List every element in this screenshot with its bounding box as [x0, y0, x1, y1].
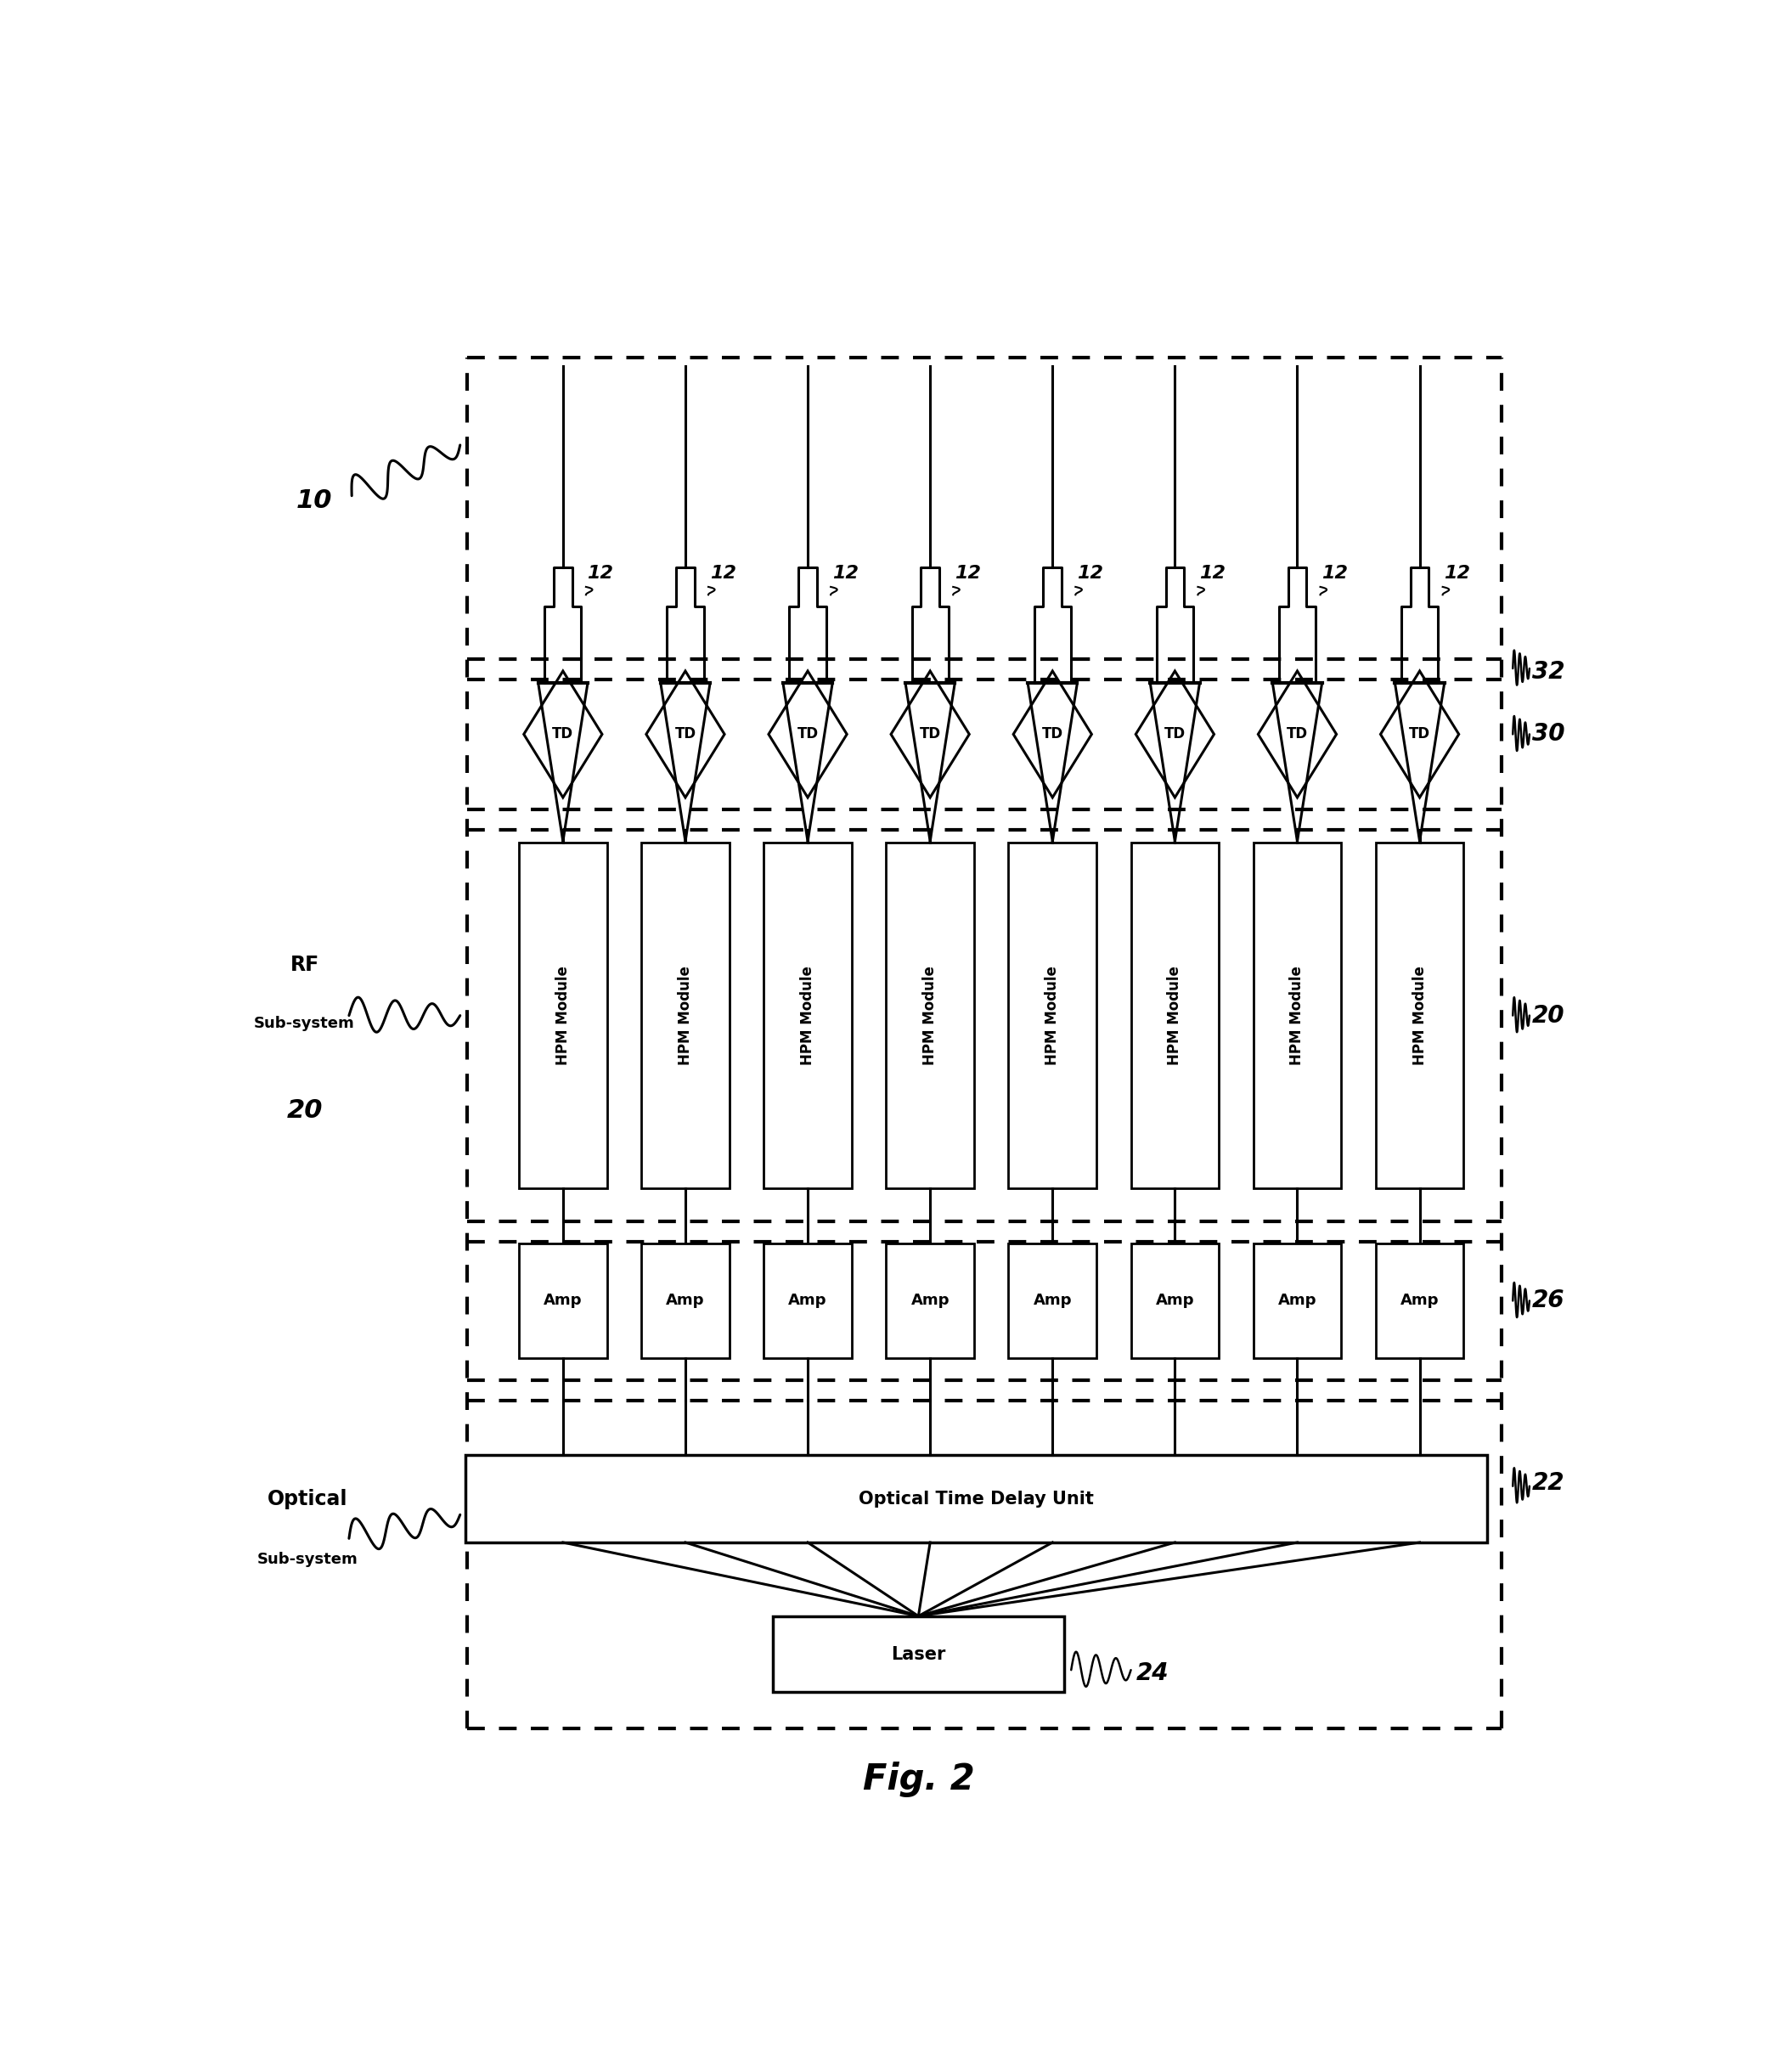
Text: 12: 12 — [710, 566, 737, 582]
Text: TD: TD — [1041, 726, 1063, 741]
Text: Amp: Amp — [543, 1292, 582, 1309]
Text: 12: 12 — [1199, 566, 1226, 582]
FancyBboxPatch shape — [1009, 842, 1097, 1190]
FancyBboxPatch shape — [763, 1243, 851, 1358]
Text: 26: 26 — [1532, 1288, 1564, 1313]
Text: HPM Module: HPM Module — [677, 965, 694, 1066]
Text: TD: TD — [1287, 726, 1308, 741]
Text: Amp: Amp — [788, 1292, 828, 1309]
Text: HPM Module: HPM Module — [923, 965, 937, 1066]
Text: TD: TD — [552, 726, 573, 741]
FancyBboxPatch shape — [1253, 842, 1342, 1190]
Text: 12: 12 — [1322, 566, 1348, 582]
Text: Sub-system: Sub-system — [256, 1552, 358, 1566]
FancyBboxPatch shape — [520, 1243, 607, 1358]
Text: HPM Module: HPM Module — [556, 965, 570, 1066]
Text: 22: 22 — [1532, 1471, 1564, 1494]
FancyBboxPatch shape — [1253, 1243, 1342, 1358]
FancyBboxPatch shape — [763, 842, 851, 1190]
FancyBboxPatch shape — [885, 1243, 975, 1358]
Text: Amp: Amp — [1156, 1292, 1193, 1309]
Text: Laser: Laser — [891, 1646, 946, 1663]
Text: HPM Module: HPM Module — [1412, 965, 1426, 1066]
FancyBboxPatch shape — [1131, 842, 1219, 1190]
FancyBboxPatch shape — [772, 1616, 1064, 1692]
FancyBboxPatch shape — [642, 1243, 729, 1358]
Text: TD: TD — [1165, 726, 1186, 741]
FancyBboxPatch shape — [1131, 1243, 1219, 1358]
Text: Amp: Amp — [1034, 1292, 1072, 1309]
FancyBboxPatch shape — [520, 842, 607, 1190]
Text: Amp: Amp — [1278, 1292, 1317, 1309]
Text: HPM Module: HPM Module — [799, 965, 815, 1066]
Text: TD: TD — [797, 726, 819, 741]
Text: 10: 10 — [296, 488, 332, 512]
Text: 24: 24 — [1136, 1661, 1168, 1686]
Text: Optical: Optical — [267, 1488, 348, 1509]
Text: 12: 12 — [588, 566, 613, 582]
FancyBboxPatch shape — [466, 1455, 1487, 1541]
Text: 12: 12 — [1077, 566, 1104, 582]
Text: TD: TD — [1409, 726, 1430, 741]
Text: Amp: Amp — [910, 1292, 950, 1309]
Text: 12: 12 — [831, 566, 858, 582]
Text: Fig. 2: Fig. 2 — [862, 1762, 975, 1797]
Text: 12: 12 — [1444, 566, 1471, 582]
Text: Amp: Amp — [667, 1292, 704, 1309]
Text: HPM Module: HPM Module — [1167, 965, 1183, 1066]
Text: Amp: Amp — [1400, 1292, 1439, 1309]
Text: TD: TD — [674, 726, 695, 741]
Text: HPM Module: HPM Module — [1045, 965, 1061, 1066]
Text: TD: TD — [919, 726, 941, 741]
Text: 20: 20 — [287, 1099, 323, 1124]
FancyBboxPatch shape — [1376, 1243, 1464, 1358]
Text: Optical Time Delay Unit: Optical Time Delay Unit — [858, 1490, 1093, 1506]
Text: 32: 32 — [1532, 661, 1564, 683]
FancyBboxPatch shape — [1009, 1243, 1097, 1358]
Text: RF: RF — [290, 955, 319, 975]
FancyBboxPatch shape — [642, 842, 729, 1190]
Text: 30: 30 — [1532, 722, 1564, 747]
FancyBboxPatch shape — [1376, 842, 1464, 1190]
Text: Sub-system: Sub-system — [254, 1017, 355, 1031]
Text: 12: 12 — [955, 566, 980, 582]
Text: 20: 20 — [1532, 1004, 1564, 1027]
FancyBboxPatch shape — [885, 842, 975, 1190]
Text: HPM Module: HPM Module — [1290, 965, 1305, 1066]
